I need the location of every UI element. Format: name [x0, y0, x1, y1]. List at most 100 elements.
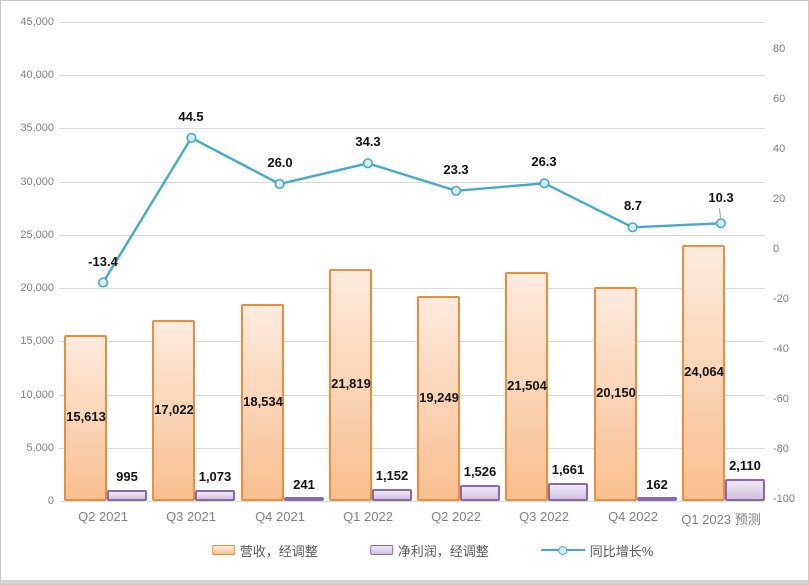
gridline: [59, 341, 765, 342]
category-label: Q1 2022: [343, 509, 393, 524]
right-axis-tick: -60: [773, 393, 789, 405]
revenue-label: 24,064: [684, 364, 724, 379]
net-profit-bar: [372, 489, 412, 501]
net-profit-bar: [637, 497, 677, 501]
revenue-label: 19,249: [419, 390, 459, 405]
left-axis-tick: 30,000: [20, 176, 54, 188]
legend-label: 同比增长%: [589, 543, 654, 559]
revenue-bar: [594, 287, 637, 501]
legend-item: 净利润，经调整: [369, 541, 489, 560]
growth-label: 26.3: [531, 154, 557, 169]
right-axis: 80 60 40 20 0 -20 -40 -60 -80 -100: [773, 1, 808, 584]
growth-line-layer: [97, 132, 727, 288]
growth-marker: [451, 185, 462, 196]
net-profit-bar: [725, 479, 765, 501]
left-axis-tick: 5,000: [26, 442, 54, 454]
revenue-bar: [505, 272, 548, 501]
growth-label-leader-line: [718, 208, 722, 219]
growth-marker: [539, 178, 550, 189]
revenue-bar: [329, 269, 372, 501]
growth-label: 23.3: [443, 162, 469, 177]
growth-label: 26.0: [267, 155, 293, 170]
right-axis-tick: 60: [773, 93, 786, 105]
revenue-bar: [64, 335, 107, 501]
growth-label: 10.3: [708, 190, 734, 205]
growth-marker: [362, 158, 374, 169]
legend-net-profit-swatch: [369, 545, 393, 555]
legend-label: 营收，经调整: [239, 543, 318, 559]
left-axis-tick: 25,000: [20, 229, 54, 241]
right-axis-tick: -80: [773, 443, 789, 455]
revenue-bar: [682, 245, 725, 501]
revenue-label: 21,819: [331, 376, 371, 391]
gridline: [59, 128, 765, 129]
growth-label: 8.7: [623, 198, 643, 213]
net-profit-bar: [460, 485, 500, 501]
revenue-label: 18,534: [243, 394, 283, 409]
left-axis-tick: 10,000: [20, 389, 54, 401]
right-axis-tick: -100: [773, 493, 796, 505]
left-axis-tick: 40,000: [20, 69, 54, 81]
category-label: Q3 2022: [519, 509, 569, 524]
gridline: [59, 395, 765, 396]
revenue-label: 17,022: [154, 402, 194, 417]
right-axis-tick: -40: [773, 343, 789, 355]
bottom-border-strip: [1, 580, 808, 584]
legend-label: 净利润，经调整: [397, 543, 489, 559]
left-axis-tick: 0: [47, 495, 54, 507]
category-label: Q1 2023 预测: [681, 512, 761, 527]
revenue-bar: [417, 296, 460, 501]
revenue-bar: [152, 320, 195, 501]
net-profit-label: 1,073: [198, 469, 232, 484]
growth-marker: [274, 178, 285, 190]
net-profit-label: 1,661: [551, 462, 585, 477]
legend-line-marker: [558, 545, 568, 555]
net-profit-label: 2,110: [729, 458, 761, 473]
growth-marker: [715, 218, 727, 229]
category-label: Q4 2022: [608, 509, 658, 524]
category-label: Q2 2021: [78, 509, 128, 524]
gridline: [59, 182, 765, 183]
legend-line-swatch: [540, 544, 585, 556]
net-profit-label: 162: [646, 477, 668, 492]
left-axis-tick: 15,000: [20, 335, 54, 347]
left-axis-tick: 35,000: [20, 122, 54, 134]
left-axis-tick: 20,000: [20, 282, 54, 294]
revenue-label: 21,504: [507, 378, 547, 393]
revenue-bar: [241, 304, 284, 501]
gridline: [59, 501, 765, 502]
category-label: Q2 2022: [431, 509, 481, 524]
plot-area: 15,613 17,022 18,534 21,819 19,249 21,504 20,1…: [59, 22, 765, 502]
left-axis-tick: 45,000: [20, 16, 54, 28]
legend-item: 营收，经调整: [211, 541, 318, 560]
growth-label: 34.3: [355, 134, 381, 149]
growth-marker: [186, 132, 197, 143]
growth-label: 44.5: [178, 109, 204, 124]
net-profit-label: 995: [116, 469, 138, 484]
category-label: Q4 2021: [255, 509, 305, 524]
gridline: [59, 22, 765, 23]
revenue-label: 15,613: [66, 409, 106, 424]
net-profit-bar: [548, 483, 588, 501]
growth-marker: [97, 277, 109, 288]
growth-label: -13.4: [88, 254, 118, 269]
net-profit-bar: [107, 490, 147, 501]
gridline: [59, 75, 765, 76]
growth-marker: [627, 222, 638, 233]
legend-revenue-swatch: [211, 545, 235, 555]
legend-item: 同比增长%: [540, 541, 654, 560]
right-axis-tick: -20: [773, 293, 789, 305]
left-axis: 45,000 40,000 35,000 30,000 25,000 20,000 15,0…: [1, 1, 54, 584]
right-axis-tick: 80: [773, 43, 786, 55]
net-profit-bar: [284, 497, 324, 501]
net-profit-label: 1,526: [463, 464, 497, 479]
legend: 营收，经调整 净利润，经调整 同比增长%: [211, 541, 654, 560]
net-profit-bar: [195, 490, 235, 501]
growth-line: [102, 136, 721, 284]
category-axis: Q2 2021 Q3 2021 Q4 2021 Q1 2022 Q2 2022 Q3 20…: [1, 509, 808, 527]
right-axis-tick: 40: [773, 143, 786, 155]
category-label: Q3 2021: [166, 509, 216, 524]
gridline: [59, 448, 765, 449]
revenue-label: 20,150: [596, 385, 636, 400]
